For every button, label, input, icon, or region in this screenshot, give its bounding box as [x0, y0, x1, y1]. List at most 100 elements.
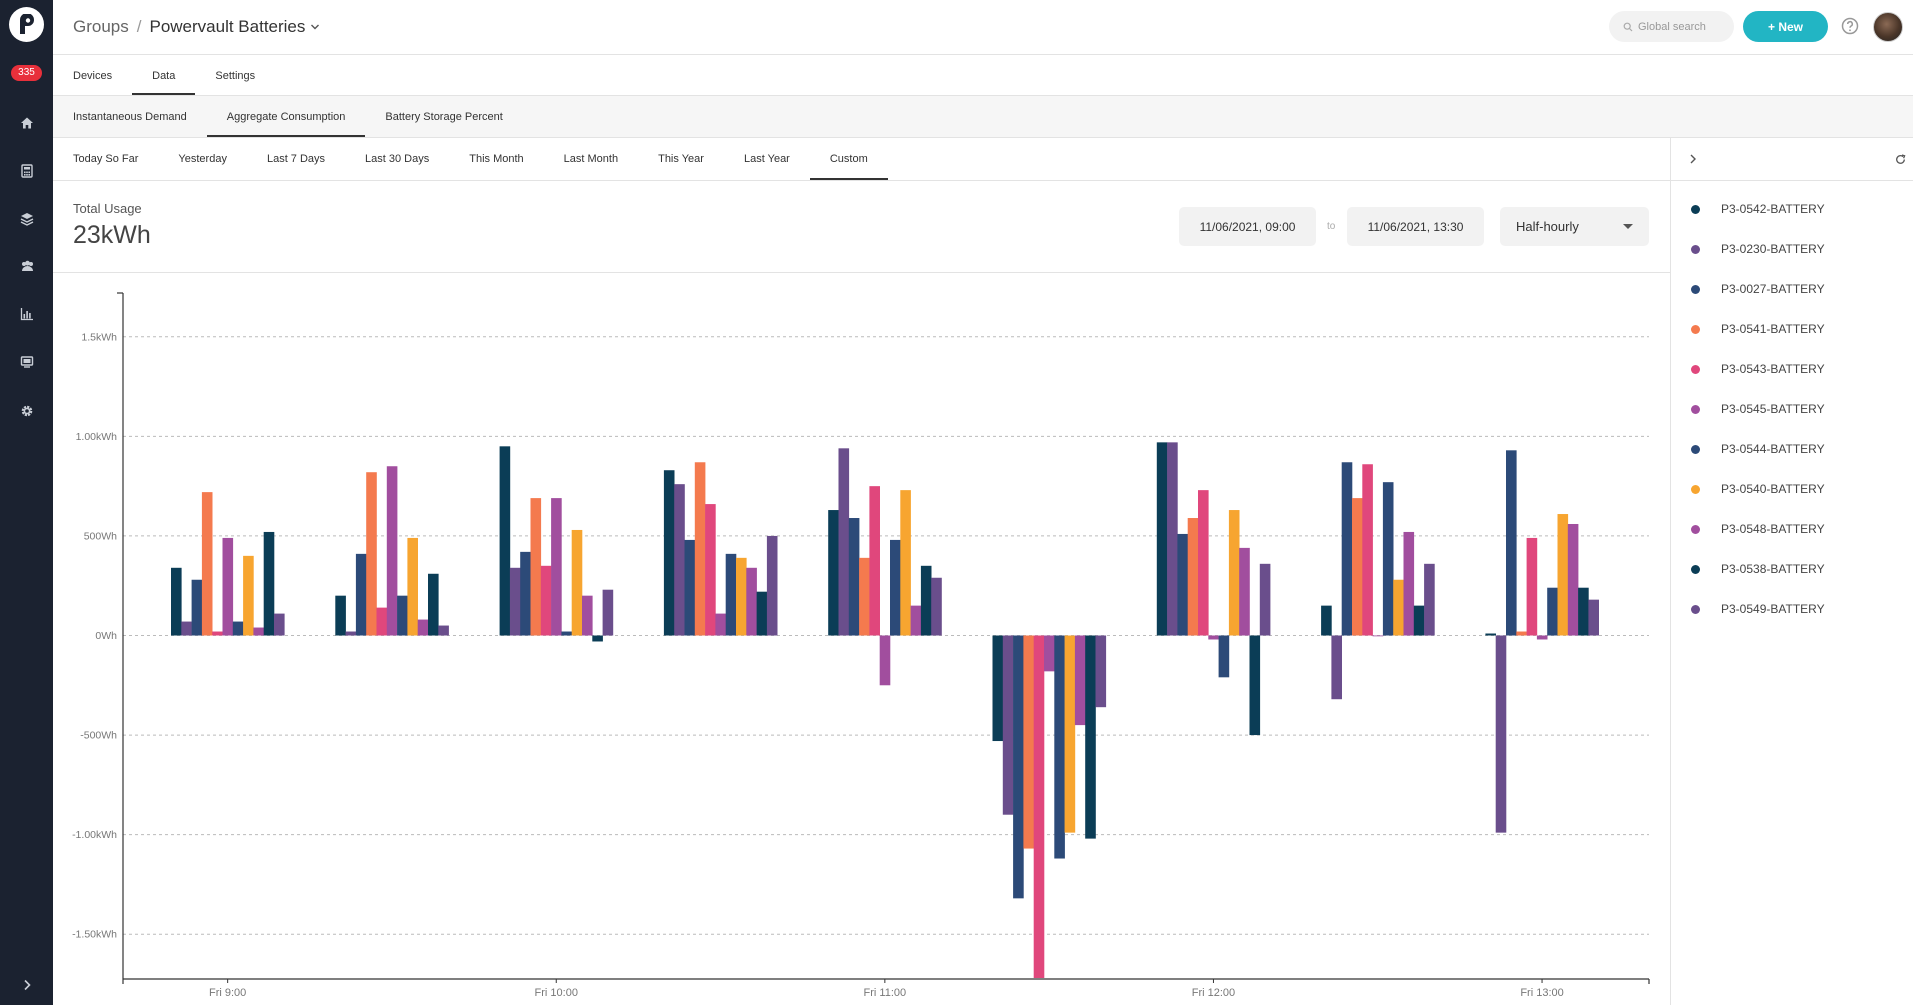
legend-label: P3-0543-BATTERY — [1721, 362, 1825, 376]
y-tick-label: -1.50kWh — [72, 929, 117, 941]
app-logo[interactable] — [9, 7, 44, 42]
range-tab-1[interactable]: Yesterday — [178, 153, 227, 165]
bar — [386, 466, 398, 636]
chevron-down-icon[interactable] — [310, 23, 320, 31]
bar — [992, 635, 1004, 742]
bar — [243, 555, 254, 636]
notification-badge[interactable]: 335 — [11, 65, 42, 81]
bar — [1506, 450, 1517, 636]
breadcrumb-current-group[interactable]: Powervault Batteries — [149, 17, 306, 36]
range-tab-7[interactable]: Last Year — [743, 153, 790, 165]
bar — [1362, 464, 1373, 636]
bar — [1228, 510, 1240, 636]
legend-swatch — [1691, 364, 1700, 374]
x-tick-label: Fri 13:00 — [1520, 987, 1563, 999]
bar — [1485, 633, 1496, 636]
range-tab-0[interactable]: Today So Far — [73, 153, 139, 165]
legend-item[interactable]: P3-0027-BATTERY — [1691, 281, 1825, 297]
monitor-icon[interactable] — [16, 351, 38, 373]
bar — [520, 551, 531, 636]
range-tab-6[interactable]: This Year — [658, 153, 704, 165]
bar — [1403, 531, 1415, 636]
divider — [53, 272, 1670, 273]
legend-swatch — [1691, 284, 1700, 294]
legend-item[interactable]: P3-0230-BATTERY — [1691, 241, 1825, 257]
subtab-0[interactable]: Instantaneous Demand — [73, 110, 187, 123]
refresh-icon[interactable] — [1895, 154, 1906, 165]
interval-select[interactable]: Half-hourly — [1500, 207, 1649, 246]
calculator-icon[interactable] — [16, 160, 38, 182]
bar — [551, 498, 562, 636]
user-avatar[interactable] — [1873, 12, 1903, 42]
global-search-input[interactable]: Global search — [1609, 11, 1734, 42]
bar — [746, 567, 757, 636]
legend-swatch — [1691, 604, 1700, 614]
chevron-right-icon[interactable] — [16, 974, 38, 996]
range-tab-8[interactable]: Custom — [809, 138, 888, 180]
bar — [725, 553, 737, 636]
legend-label: P3-0544-BATTERY — [1721, 442, 1825, 456]
bar — [1547, 587, 1558, 636]
legend-item[interactable]: P3-0541-BATTERY — [1691, 321, 1825, 337]
legend-item[interactable]: P3-0545-BATTERY — [1691, 401, 1825, 417]
to-label: to — [1327, 221, 1336, 232]
bar — [920, 565, 932, 636]
range-tab-3[interactable]: Last 30 Days — [365, 153, 430, 165]
y-tick-label: 1.00kWh — [76, 431, 118, 443]
home-icon[interactable] — [16, 112, 38, 134]
legend-item[interactable]: P3-0548-BATTERY — [1691, 521, 1825, 537]
gear-icon[interactable] — [16, 400, 38, 422]
bar — [274, 613, 285, 636]
bar — [705, 504, 716, 636]
bar — [674, 484, 685, 636]
legend-item[interactable]: P3-0544-BATTERY — [1691, 441, 1825, 457]
bar — [859, 557, 870, 636]
subtab-2[interactable]: Battery Storage Percent — [385, 110, 503, 123]
bar — [530, 498, 542, 636]
bar — [335, 595, 346, 636]
legend-swatch — [1691, 404, 1700, 414]
bar — [417, 619, 429, 636]
range-tab-2[interactable]: Last 7 Days — [266, 153, 326, 165]
users-icon[interactable] — [16, 255, 38, 277]
layers-icon[interactable] — [16, 208, 38, 230]
range-tab-4[interactable]: This Month — [469, 153, 524, 165]
bar-chart-icon[interactable] — [16, 303, 38, 325]
new-button[interactable]: + New — [1743, 11, 1828, 42]
subtab-1[interactable]: Aggregate Consumption — [206, 96, 366, 137]
bar — [592, 635, 603, 642]
bar — [1095, 635, 1107, 708]
legend-swatch — [1691, 444, 1700, 454]
bar — [900, 490, 911, 636]
range-tab-5[interactable]: Last Month — [563, 153, 619, 165]
bar — [1352, 498, 1363, 636]
end-date-field[interactable]: 11/06/2021, 13:30 — [1347, 207, 1484, 246]
chevron-right-icon[interactable] — [1689, 154, 1697, 164]
bar — [1588, 599, 1599, 636]
main-tab-2[interactable]: Settings — [215, 69, 256, 82]
main-tab-1[interactable]: Data — [132, 56, 196, 95]
bar — [1393, 579, 1404, 636]
legend-item[interactable]: P3-0540-BATTERY — [1691, 481, 1825, 497]
legend-item[interactable]: P3-0543-BATTERY — [1691, 361, 1825, 377]
bar — [1516, 631, 1527, 636]
bar — [428, 573, 439, 636]
legend-swatch — [1691, 204, 1700, 214]
bar — [910, 605, 922, 636]
logo-icon — [19, 13, 34, 34]
legend-item[interactable]: P3-0542-BATTERY — [1691, 201, 1825, 217]
legend-item[interactable]: P3-0538-BATTERY — [1691, 561, 1825, 577]
bar — [848, 518, 860, 636]
breadcrumb-groups[interactable]: Groups — [73, 17, 129, 36]
bar — [736, 557, 747, 636]
bar — [232, 621, 244, 636]
x-tick-label: Fri 9:00 — [209, 987, 246, 999]
legend-item[interactable]: P3-0549-BATTERY — [1691, 601, 1825, 617]
bar — [684, 539, 696, 636]
legend-panel: P3-0542-BATTERY P3-0230-BATTERY P3-0027-BA… — [1670, 138, 1913, 1005]
caret-down-icon — [1623, 224, 1633, 229]
start-date-field[interactable]: 11/06/2021, 09:00 — [1179, 207, 1316, 246]
main-tab-0[interactable]: Devices — [73, 69, 113, 82]
help-icon[interactable] — [1841, 17, 1859, 35]
